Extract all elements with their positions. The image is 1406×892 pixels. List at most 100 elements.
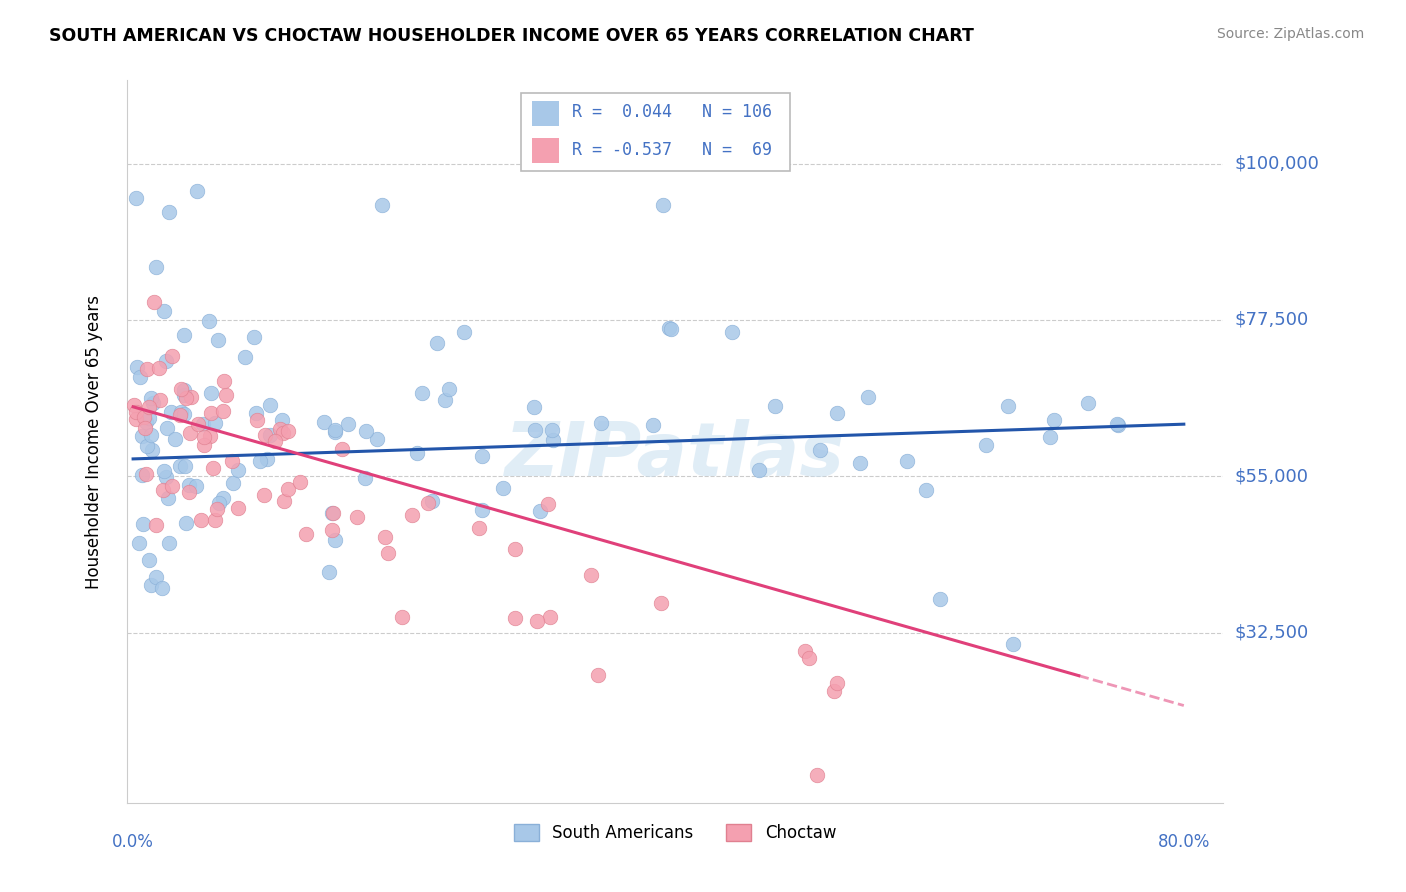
Point	[249, 454, 271, 468]
Point	[177, 478, 200, 492]
Point	[204, 513, 226, 527]
Point	[145, 570, 167, 584]
Point	[174, 458, 197, 473]
Point	[145, 260, 167, 275]
Point	[366, 432, 388, 446]
Point	[295, 526, 318, 541]
Point	[537, 496, 560, 510]
Point	[1107, 417, 1129, 432]
FancyBboxPatch shape	[522, 93, 790, 170]
Point	[141, 578, 163, 592]
Point	[1001, 637, 1024, 651]
Point	[827, 676, 849, 690]
Point	[523, 423, 546, 437]
Point	[226, 501, 249, 516]
Point	[221, 454, 243, 468]
Point	[929, 592, 952, 607]
Bar	[533, 101, 558, 126]
Point	[207, 333, 229, 347]
Point	[541, 433, 564, 447]
Point	[243, 330, 266, 344]
Point	[505, 611, 527, 625]
Point	[401, 508, 423, 522]
Point	[131, 428, 153, 442]
Point	[579, 567, 602, 582]
Point	[492, 481, 515, 495]
Point	[159, 405, 181, 419]
Point	[794, 644, 817, 658]
Point	[156, 491, 179, 506]
Point	[173, 328, 195, 343]
Legend: South Americans, Choctaw: South Americans, Choctaw	[506, 817, 844, 848]
Point	[160, 479, 183, 493]
Point	[208, 496, 231, 510]
Point	[253, 428, 276, 442]
Point	[974, 438, 997, 452]
Point	[226, 462, 249, 476]
Point	[174, 392, 197, 406]
Point	[245, 406, 267, 420]
Point	[142, 396, 165, 410]
Point	[152, 464, 174, 478]
Point	[453, 325, 475, 339]
Point	[212, 491, 235, 505]
Point	[155, 470, 177, 484]
Point	[145, 518, 167, 533]
Text: $77,500: $77,500	[1234, 311, 1309, 329]
Point	[173, 384, 195, 398]
Point	[471, 503, 494, 517]
Point	[1043, 413, 1066, 427]
Text: 80.0%: 80.0%	[1157, 833, 1211, 851]
Point	[652, 198, 675, 212]
Point	[138, 400, 160, 414]
Point	[377, 546, 399, 560]
Point	[896, 454, 918, 468]
Point	[426, 335, 449, 350]
Point	[270, 413, 292, 427]
Point	[155, 354, 177, 368]
Point	[323, 423, 346, 437]
Point	[187, 417, 209, 431]
Point	[321, 506, 343, 520]
Point	[748, 463, 770, 477]
Point	[160, 350, 183, 364]
Point	[259, 398, 281, 412]
Point	[156, 421, 179, 435]
Point	[202, 460, 225, 475]
Point	[222, 476, 245, 491]
Point	[259, 428, 281, 442]
Text: R =  0.044   N = 106: R = 0.044 N = 106	[572, 103, 772, 121]
Point	[180, 391, 202, 405]
Point	[141, 442, 163, 457]
Point	[190, 513, 212, 527]
Point	[330, 442, 353, 457]
Point	[823, 684, 845, 698]
Point	[157, 535, 180, 549]
Point	[124, 398, 146, 412]
Point	[131, 516, 153, 531]
Point	[169, 459, 191, 474]
Text: $32,500: $32,500	[1234, 624, 1309, 641]
Point	[720, 325, 742, 339]
Point	[215, 388, 238, 402]
Point	[763, 399, 786, 413]
Point	[405, 445, 427, 459]
Point	[825, 406, 848, 420]
Point	[128, 536, 150, 550]
Point	[170, 382, 193, 396]
Text: ZIPatlas: ZIPatlas	[505, 419, 845, 492]
Point	[143, 294, 166, 309]
Point	[125, 191, 148, 205]
Point	[129, 369, 152, 384]
Point	[157, 205, 180, 219]
Point	[439, 382, 461, 396]
Point	[150, 581, 173, 595]
Point	[422, 494, 444, 508]
Point	[505, 542, 527, 557]
Point	[658, 321, 681, 335]
Point	[149, 392, 172, 407]
Point	[139, 392, 162, 406]
Point	[526, 615, 548, 629]
Point	[541, 423, 564, 437]
Point	[204, 417, 226, 431]
